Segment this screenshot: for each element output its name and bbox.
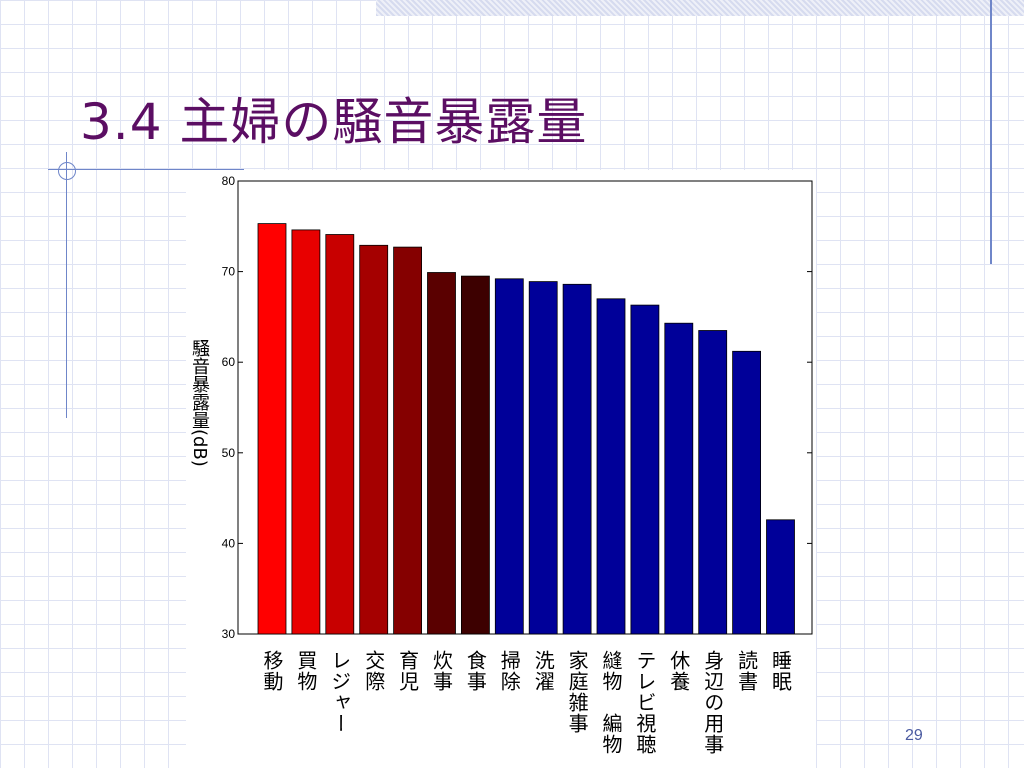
x-tick-label: 睡眠 bbox=[764, 650, 798, 692]
bar bbox=[562, 283, 592, 635]
x-tick-label: 育児 bbox=[391, 650, 425, 692]
x-tick-label-char: 洗 bbox=[531, 650, 556, 671]
x-tick-label: 買物 bbox=[289, 650, 323, 692]
x-tick-label-char: 編 bbox=[599, 713, 623, 734]
x-tick-label-char: 読 bbox=[734, 650, 759, 671]
x-tick-label: テレビ視聴 bbox=[628, 650, 662, 755]
x-tick-label-char: 事 bbox=[565, 713, 590, 734]
bar bbox=[359, 244, 389, 635]
y-tick-label: 80 bbox=[222, 174, 236, 188]
bar bbox=[732, 350, 761, 635]
x-tick-label-char: ジ bbox=[327, 671, 352, 692]
x-tick-label-char: の bbox=[700, 692, 725, 713]
x-tick-label-char: 養 bbox=[666, 671, 691, 692]
bar bbox=[494, 278, 524, 635]
bar bbox=[698, 330, 728, 635]
x-tick-label: 掃除 bbox=[492, 650, 526, 692]
page-number: 29 bbox=[905, 727, 923, 744]
bar bbox=[393, 246, 423, 635]
x-tick-label-char bbox=[599, 692, 623, 713]
y-tick-label: 40 bbox=[222, 536, 236, 550]
title-underline bbox=[48, 169, 244, 170]
x-tick-label-char: 身 bbox=[700, 650, 725, 671]
x-tick-label-char: 聴 bbox=[632, 734, 657, 755]
x-tick-label: 食事 bbox=[458, 650, 492, 692]
bars bbox=[257, 223, 795, 635]
x-tick-label-char: 交 bbox=[361, 650, 386, 671]
x-tick-label-char: 視 bbox=[632, 713, 657, 734]
x-tick-label-char: テ bbox=[632, 650, 657, 671]
x-tick-label-char: 買 bbox=[293, 650, 318, 671]
x-tick-label-char: 眠 bbox=[768, 671, 793, 692]
bar bbox=[596, 298, 626, 635]
x-tick-label-char: 動 bbox=[260, 671, 284, 692]
x-tick-label-char: 食 bbox=[463, 650, 488, 671]
x-tick-label-char: 児 bbox=[395, 671, 420, 692]
x-tick-label-char: 休 bbox=[666, 650, 691, 671]
x-tick-label-char: 辺 bbox=[700, 671, 725, 692]
x-tick-label-char: 用 bbox=[700, 713, 725, 734]
x-tick-label-char: 庭 bbox=[565, 671, 590, 692]
left-decorative-line bbox=[66, 152, 67, 418]
bar bbox=[528, 281, 558, 635]
bar bbox=[291, 229, 321, 635]
x-tick-label: 移動 bbox=[255, 650, 289, 692]
x-tick-label: 身辺の用事 bbox=[696, 650, 730, 755]
y-tick-label: 60 bbox=[222, 355, 236, 369]
x-tick-label: 交際 bbox=[357, 650, 391, 692]
bar bbox=[664, 322, 694, 635]
x-tick-label-char: レ bbox=[327, 650, 352, 671]
x-tick-label-char: 炊 bbox=[429, 650, 454, 671]
x-tick-label: 洗濯 bbox=[526, 650, 560, 692]
x-tick-label-char: 移 bbox=[260, 650, 284, 671]
bar-chart: 30 40 50 60 70 80 bbox=[222, 174, 813, 640]
bar bbox=[460, 275, 490, 635]
x-tick-label-char: 事 bbox=[429, 671, 454, 692]
x-tick-label-char: 雑 bbox=[565, 692, 590, 713]
y-tick-label: 50 bbox=[222, 446, 236, 460]
x-tick-label-char: 育 bbox=[395, 650, 420, 671]
right-decorative-line bbox=[990, 0, 992, 264]
x-tick-label-char: レ bbox=[632, 671, 657, 692]
x-tick-label: 家庭雑事 bbox=[560, 650, 594, 734]
x-tick-label-char: 睡 bbox=[768, 650, 793, 671]
x-tick-label-char: 濯 bbox=[531, 671, 556, 692]
y-tick-label: 70 bbox=[222, 265, 236, 279]
x-tick-label-char: 書 bbox=[734, 671, 759, 692]
x-tick-label-char: 家 bbox=[565, 650, 590, 671]
x-tick-label-char: 事 bbox=[700, 734, 725, 755]
bar bbox=[630, 304, 660, 635]
x-tick-label-char: ャ bbox=[327, 692, 352, 713]
x-tick-label-char: 物 bbox=[293, 671, 318, 692]
x-tick-label: 縫物 編物 bbox=[594, 650, 628, 755]
x-tick-label-char: 物 bbox=[599, 734, 623, 755]
chart-panel: 30 40 50 60 70 80 bbox=[186, 170, 816, 768]
y-tick-label: 30 bbox=[222, 627, 236, 640]
x-tick-label-char: ビ bbox=[632, 692, 657, 713]
x-tick-label-char: 縫 bbox=[599, 650, 623, 671]
x-tick-label-char: 物 bbox=[599, 671, 623, 692]
bar bbox=[766, 519, 795, 635]
x-tick-label-char: ー bbox=[327, 713, 352, 734]
x-tick-label-char: 事 bbox=[463, 671, 488, 692]
page-title: 3.4 主婦の騒音暴露量 bbox=[80, 93, 588, 151]
x-tick-label: レジャー bbox=[323, 650, 357, 734]
decorative-circle-icon bbox=[58, 162, 76, 180]
x-tick-label-char: 際 bbox=[361, 671, 386, 692]
y-axis: 30 40 50 60 70 80 bbox=[222, 174, 812, 640]
bar bbox=[325, 234, 355, 635]
x-tick-label: 読書 bbox=[730, 650, 764, 692]
y-axis-label: 騒音暴露量(dB) bbox=[189, 339, 210, 467]
x-tick-label-char: 除 bbox=[497, 671, 522, 692]
x-tick-label: 炊事 bbox=[425, 650, 459, 692]
bar bbox=[427, 272, 456, 635]
bar bbox=[257, 223, 287, 635]
top-decorative-band bbox=[376, 0, 1024, 16]
x-tick-label-char: 掃 bbox=[497, 650, 522, 671]
x-tick-label: 休養 bbox=[662, 650, 696, 692]
